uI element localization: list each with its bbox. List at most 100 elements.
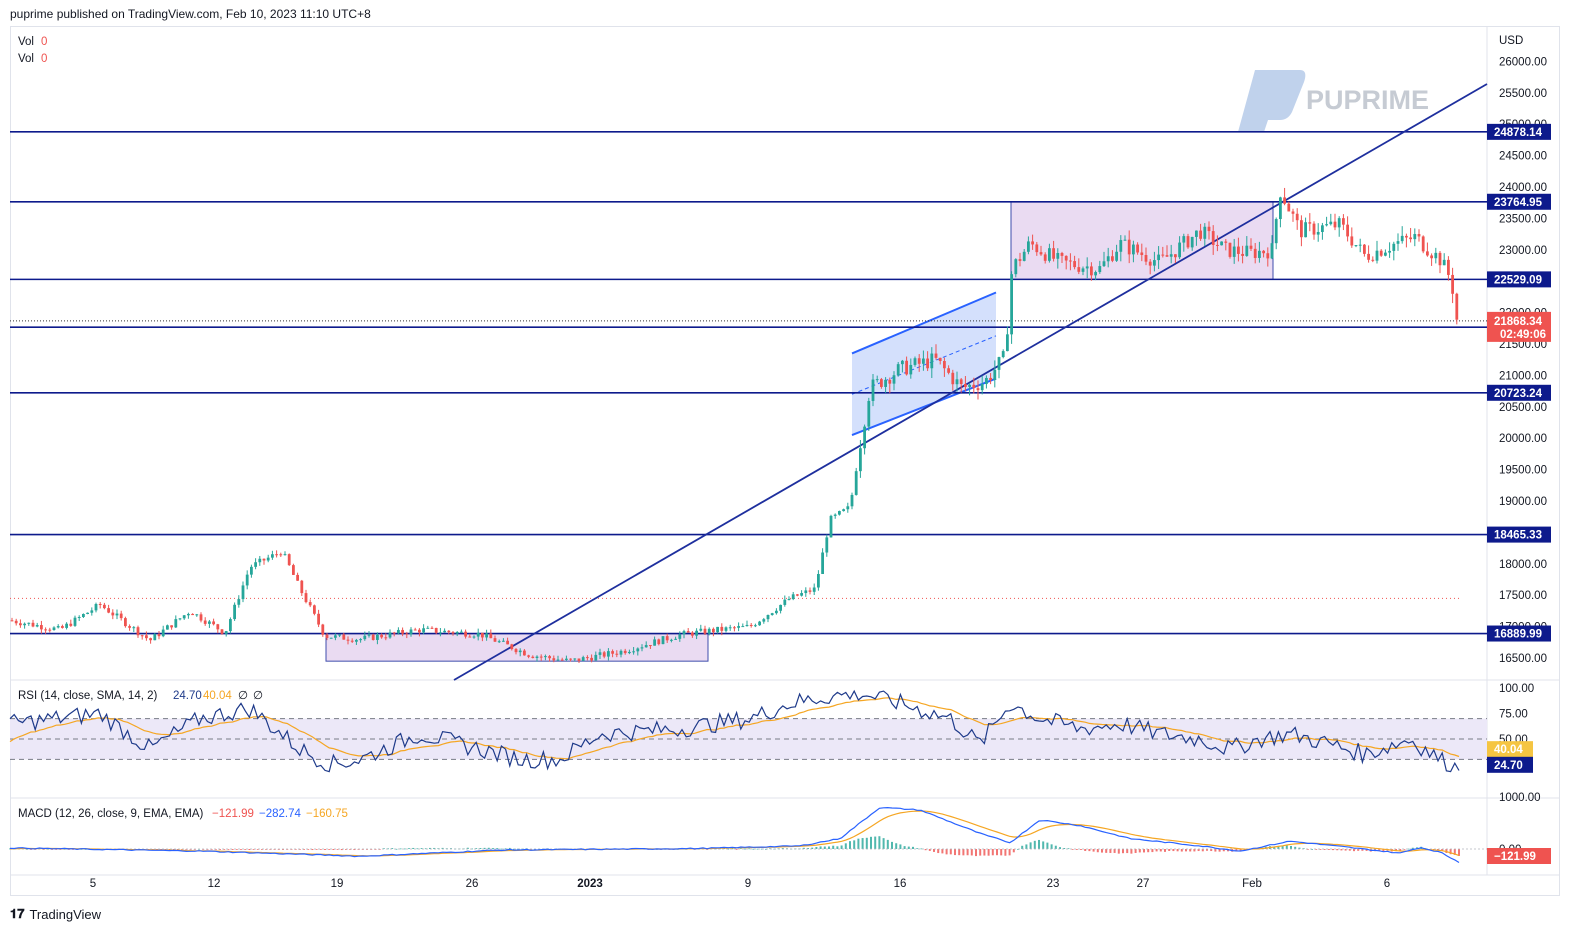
candle-body	[1321, 225, 1324, 232]
macd-hist-bar	[828, 846, 830, 849]
macd-hist-bar	[1306, 849, 1309, 850]
candle-body	[304, 593, 308, 603]
candle-body	[119, 613, 123, 619]
footer-brand[interactable]: TradingView	[29, 906, 102, 922]
macd-hist-bar	[752, 848, 755, 850]
macd-hist-bar	[357, 849, 360, 850]
candle-body	[1081, 268, 1085, 272]
level-price-label: 18465.33	[1494, 530, 1542, 542]
candle-body	[1211, 231, 1215, 245]
candle-body	[1069, 260, 1072, 262]
macd-hist-bar	[979, 849, 982, 856]
candle-body	[1455, 293, 1459, 320]
macd-hist-bar	[441, 847, 444, 849]
candle-body	[1291, 211, 1295, 214]
candle-body	[796, 594, 799, 596]
time-tick-label: 2023	[577, 878, 603, 890]
candle-body	[1195, 230, 1198, 237]
candle-body	[523, 650, 526, 656]
price-tick-label: 20500.00	[1499, 402, 1547, 414]
candle-body	[1207, 226, 1211, 232]
macd-hist-bar	[55, 849, 58, 850]
candle-body	[594, 654, 598, 661]
candle-body	[250, 566, 253, 575]
candle-body	[1232, 246, 1236, 257]
candle-body	[968, 384, 971, 387]
macd-hist-bar	[315, 849, 318, 850]
macd-hist-bar	[1122, 849, 1124, 854]
macd-hist-bar	[366, 849, 368, 850]
candle-body	[283, 554, 287, 556]
candle-body	[1409, 237, 1412, 240]
macd-hist-bar	[311, 849, 314, 851]
level-price-label: 24878.14	[1494, 127, 1543, 139]
price-tick-label: 18000.00	[1499, 559, 1547, 571]
candle-body	[1216, 244, 1219, 246]
candle-body	[321, 624, 325, 635]
macd-tick-label: 1000.00	[1499, 792, 1541, 804]
macd-hist-bar	[303, 849, 305, 850]
macd-hist-bar	[1206, 849, 1208, 851]
rsi-ma-legend-value: 40.04	[203, 690, 232, 702]
candle-body	[854, 471, 858, 495]
candle-body	[754, 625, 757, 627]
macd-hist-bar	[336, 849, 339, 850]
candle-body	[1077, 267, 1081, 272]
macd-hist-tag	[1487, 848, 1551, 864]
candle-body	[670, 639, 673, 641]
candle-body	[1396, 241, 1400, 244]
macd-hist-bar	[286, 849, 289, 850]
candle-body	[976, 388, 980, 391]
macd-hist-bar	[991, 849, 994, 856]
macd-hist-bar	[1063, 848, 1066, 849]
candle-body	[346, 639, 350, 641]
level-price-tag	[1487, 271, 1551, 288]
macd-hist-bar	[248, 849, 251, 851]
range-box-december	[325, 633, 709, 662]
candle-body	[972, 384, 976, 389]
macd-hist-bar	[42, 849, 45, 850]
macd-hist-bar	[1403, 849, 1406, 850]
candle-body	[556, 659, 560, 661]
macd-hist-bar	[298, 849, 301, 850]
candle-body	[985, 377, 988, 385]
macd-hist-bar	[1117, 849, 1120, 854]
candle-body	[1157, 254, 1160, 261]
level-price-label: 22529.09	[1494, 274, 1542, 286]
macd-hist-bar	[1201, 849, 1204, 852]
macd-hist-bar	[1180, 849, 1183, 852]
level-price-label: 20723.24	[1494, 388, 1543, 400]
candle-body	[1228, 242, 1232, 257]
candle-body	[216, 624, 220, 630]
macd-hist-bar	[1025, 844, 1028, 849]
candle-body	[191, 613, 194, 616]
candle-body	[884, 379, 887, 387]
macd-hist-bar	[1315, 849, 1318, 850]
candle-body	[14, 620, 18, 624]
candle-body	[896, 364, 900, 376]
candle-body	[1174, 254, 1177, 258]
candle-body	[922, 358, 925, 364]
candle-body	[1064, 255, 1068, 261]
rsi-ma-tag	[1487, 741, 1533, 758]
rsi-legend-extra-1: ∅	[238, 690, 248, 702]
candle-body	[1115, 251, 1118, 261]
candle-body	[1337, 218, 1341, 228]
candle-body	[1186, 236, 1190, 248]
candle-body	[951, 372, 955, 385]
macd-legend-label: MACD (12, 26, close, 9, EMA, EMA)	[18, 808, 204, 820]
macd-hist-bar	[1092, 849, 1095, 852]
macd-hist-bar	[928, 849, 931, 851]
candle-body	[124, 618, 127, 627]
candle-body	[1451, 274, 1454, 294]
macd-hist-bar	[500, 848, 503, 850]
macd-hist-bar	[80, 848, 83, 850]
price-tick-label: 24000.00	[1499, 182, 1547, 194]
macd-hist-bar	[891, 841, 893, 849]
macd-hist-bar	[504, 848, 507, 850]
candle-body	[1342, 218, 1345, 225]
candle-body	[665, 636, 669, 641]
macd-hist-bar	[277, 849, 280, 850]
candle-body	[959, 379, 963, 385]
